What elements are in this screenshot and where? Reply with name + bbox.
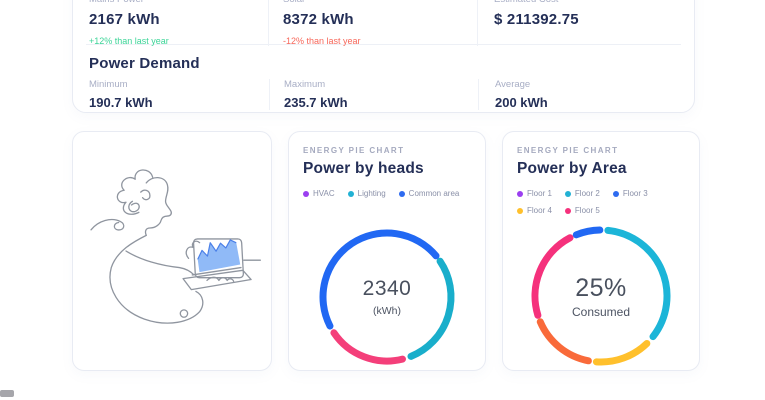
donut-svg [319, 229, 455, 365]
legend-label: Common area [408, 189, 460, 198]
stat-delta: -12% than last year [283, 36, 361, 46]
donut-segment [592, 339, 651, 366]
legend-label: Floor 3 [622, 189, 648, 198]
card-kicker: ENERGY PIE CHART [303, 146, 405, 155]
stat-value: 8372 kWh [283, 11, 354, 28]
card-title: Power by Area [517, 160, 627, 177]
card-title: Power by heads [303, 160, 424, 177]
stat-estimated-cost: Estimated Cost $ 211392.75 [478, 0, 694, 46]
pd-value: 235.7 kWh [284, 95, 348, 110]
pd-maximum: Maximum 235.7 kWh [269, 79, 478, 110]
stat-label: Mains Power [89, 0, 268, 5]
donut-segment [330, 329, 406, 365]
donut-segment [531, 234, 574, 319]
pd-label: Minimum [89, 79, 128, 90]
stat-delta: +12% than last year [89, 36, 169, 46]
stat-label: Estimated Cost [494, 0, 694, 5]
legend-dot-icon [303, 190, 309, 197]
section-divider [86, 44, 681, 45]
cards-row: ENERGY PIE CHART Power by heads HVAC Ligh… [72, 131, 700, 371]
pd-label: Average [495, 79, 531, 90]
legend-dot-icon [517, 207, 523, 214]
legend-label: Floor 4 [527, 206, 552, 215]
power-demand-section: Power Demand Minimum 190.7 kWh Maximum 2… [73, 45, 694, 110]
pd-minimum: Minimum 190.7 kWh [73, 79, 269, 110]
legend-label: Lighting [357, 189, 386, 198]
donut-segment [407, 257, 455, 360]
legend-dot-icon [398, 190, 405, 197]
card-kicker: ENERGY PIE CHART [517, 146, 619, 155]
legend-dot-icon [517, 190, 523, 197]
stat-label: Solar [283, 0, 477, 5]
donut-chart: 2340 (kWh) [312, 222, 462, 372]
legend-label: Floor 1 [527, 189, 552, 198]
legend-item[interactable]: Floor 1 [517, 189, 552, 198]
stats-row: Mains Power 2167 kWh +12% than last year… [73, 0, 694, 46]
legend-dot-icon [564, 190, 571, 197]
donut-chart: 25% Consumed [526, 221, 676, 371]
pd-average: Average 200 kWh [478, 79, 694, 110]
legend: HVAC Lighting Common area [303, 189, 471, 198]
donut-svg [531, 226, 671, 366]
donut-segment [536, 318, 592, 365]
legend-item[interactable]: Common area [398, 189, 460, 198]
donut-segment [604, 226, 671, 341]
legend-label: Floor 2 [574, 189, 600, 198]
legend-label: Floor 5 [574, 206, 600, 215]
scrollbar-thumb[interactable] [0, 390, 14, 397]
person-laptop-illustration [80, 140, 264, 362]
screen-chart-area [197, 239, 241, 273]
power-demand-row: Minimum 190.7 kWh Maximum 235.7 kWh Aver… [73, 79, 694, 110]
power-demand-title: Power Demand [89, 55, 200, 72]
legend-dot-icon [612, 190, 619, 197]
stat-value: $ 211392.75 [494, 11, 579, 28]
pie-card-power-by-area: ENERGY PIE CHART Power by Area Floor 1 Fl… [502, 131, 700, 371]
legend-item[interactable]: Lighting [347, 189, 386, 198]
legend-dot-icon [347, 190, 354, 197]
illustration-card [72, 131, 272, 371]
pd-label: Maximum [284, 79, 326, 90]
pd-value: 190.7 kWh [89, 95, 153, 110]
legend-item[interactable]: Floor 3 [612, 189, 648, 198]
legend-item[interactable]: HVAC [303, 189, 335, 198]
legend-label: HVAC [313, 189, 335, 198]
legend-item[interactable]: Floor 2 [564, 189, 600, 198]
legend-item[interactable]: Floor 4 [517, 206, 552, 215]
power-summary-card: Mains Power 2167 kWh +12% than last year… [72, 0, 695, 113]
donut-segment [572, 226, 604, 239]
stat-value: 2167 kWh [89, 11, 160, 28]
stat-mains-power: Mains Power 2167 kWh +12% than last year [73, 0, 269, 46]
pd-value: 200 kWh [495, 95, 548, 110]
stat-solar: Solar 8372 kWh -12% than last year [269, 0, 478, 46]
donut-segment [319, 229, 440, 330]
legend-dot-icon [564, 207, 571, 214]
legend-item[interactable]: Floor 5 [564, 206, 600, 215]
legend: Floor 1 Floor 2 Floor 3 Floor 4 Floor 5 [517, 189, 685, 215]
pie-card-power-by-heads: ENERGY PIE CHART Power by heads HVAC Ligh… [288, 131, 486, 371]
